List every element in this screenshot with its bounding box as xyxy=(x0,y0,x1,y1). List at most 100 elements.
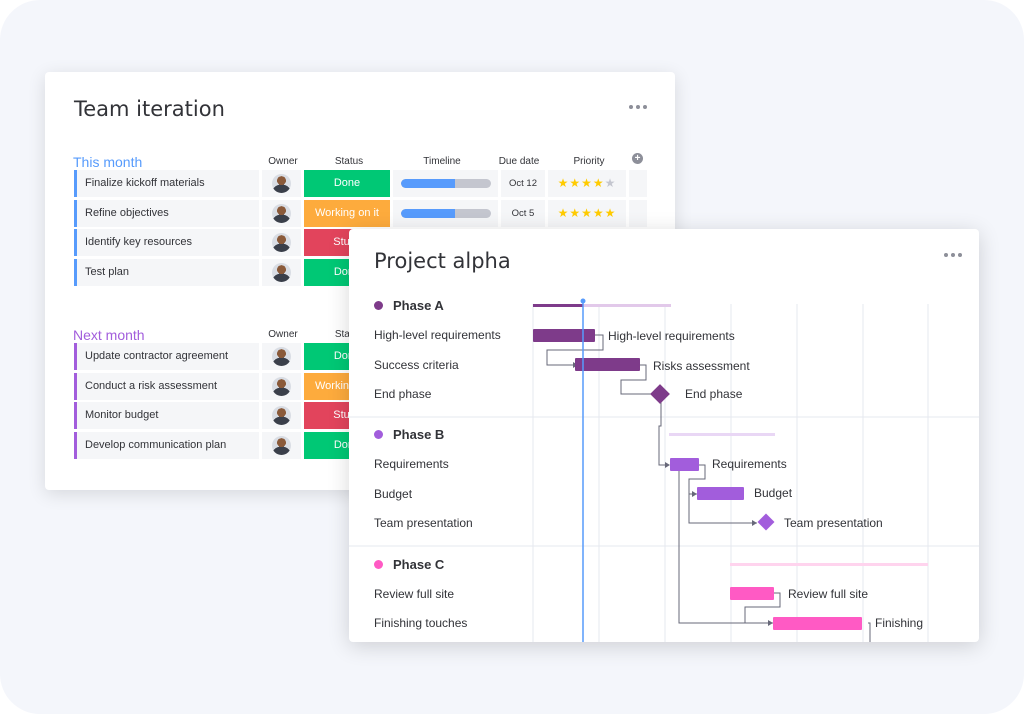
dependency-line xyxy=(658,401,669,466)
timeline-progress xyxy=(401,179,455,188)
owner-cell[interactable] xyxy=(262,258,301,286)
avatar xyxy=(272,262,291,282)
gantt-bar[interactable] xyxy=(575,358,640,371)
gantt-task-name[interactable]: Review full site xyxy=(374,587,455,601)
gantt-task-name[interactable]: High-level requirements xyxy=(374,328,501,342)
gantt-task-name[interactable]: Finishing touches xyxy=(374,616,468,630)
phase-dot xyxy=(374,560,383,569)
avatar xyxy=(272,347,291,366)
star-icon[interactable]: ★ xyxy=(592,205,605,220)
star-icon[interactable]: ★ xyxy=(569,176,582,190)
task-name[interactable]: Test plan xyxy=(74,258,259,286)
column-header-owner: Owner xyxy=(268,329,298,340)
star-icon[interactable]: ★ xyxy=(592,176,605,190)
dependency-line xyxy=(744,592,781,624)
phase-a-header[interactable]: Phase A xyxy=(374,298,444,313)
phase-a-range xyxy=(533,304,671,307)
owner-cell[interactable] xyxy=(262,372,301,400)
owner-cell[interactable] xyxy=(262,170,301,197)
phase-dot xyxy=(374,301,383,310)
timeline-progress xyxy=(401,208,455,218)
column-header-timeline: Timeline xyxy=(423,156,461,167)
gantt-bar[interactable] xyxy=(697,487,744,500)
task-name[interactable]: Identify key resources xyxy=(74,229,259,256)
gantt-task-name[interactable]: Team presentation xyxy=(374,516,473,530)
priority-rating[interactable]: ★★★★★ xyxy=(548,199,626,227)
milestone-diamond[interactable] xyxy=(650,384,670,404)
gantt-title: Project alpha xyxy=(374,249,511,273)
dependency-line xyxy=(868,622,871,642)
add-column-icon[interactable]: + xyxy=(632,153,643,164)
task-name[interactable]: Finalize kickoff materials xyxy=(74,170,259,197)
task-name[interactable]: Update contractor agreement xyxy=(74,343,259,370)
dependency-line xyxy=(688,464,706,495)
group-title[interactable]: Next month xyxy=(73,327,145,343)
status-badge[interactable]: Done xyxy=(304,170,390,197)
due-date[interactable]: Oct 5 xyxy=(501,199,545,227)
group-title[interactable]: This month xyxy=(73,154,143,170)
task-name[interactable]: Refine objectives xyxy=(74,199,259,227)
gantt-bar-label: Requirements xyxy=(712,457,787,471)
avatar xyxy=(272,203,291,223)
gantt-bar-label: Review full site xyxy=(788,587,869,601)
column-header-status: Status xyxy=(325,329,373,340)
gantt-bar-label: End phase xyxy=(685,387,743,401)
gantt-task-name[interactable]: Success criteria xyxy=(374,358,459,372)
gantt-bar[interactable] xyxy=(730,587,774,600)
phase-b-header[interactable]: Phase B xyxy=(374,427,444,442)
gantt-bar-label: Budget xyxy=(754,486,793,500)
avatar xyxy=(272,406,291,425)
empty-cell xyxy=(629,170,647,197)
phase-a-progress xyxy=(533,304,583,307)
phase-c-header[interactable]: Phase C xyxy=(374,557,444,572)
star-icon[interactable]: ★ xyxy=(569,205,582,220)
column-header-status: Status xyxy=(334,156,364,167)
more-dots-icon[interactable] xyxy=(944,253,962,257)
star-icon[interactable]: ★ xyxy=(604,176,617,190)
task-name[interactable]: Conduct a risk assessment xyxy=(74,372,259,400)
timeline-cell[interactable] xyxy=(393,170,498,197)
priority-rating[interactable]: ★★★★★ xyxy=(548,170,626,197)
status-badge[interactable]: Working on it xyxy=(304,199,390,227)
gantt-task-name[interactable]: Requirements xyxy=(374,457,449,471)
gantt-bar-label: Risks assessment xyxy=(653,359,750,373)
gantt-task-name[interactable]: Budget xyxy=(374,487,413,501)
timeline-bar xyxy=(401,179,491,188)
star-icon[interactable]: ★ xyxy=(581,205,593,220)
empty-cell xyxy=(629,199,647,227)
owner-cell[interactable] xyxy=(262,402,301,429)
owner-cell[interactable] xyxy=(262,199,301,227)
gantt-gridlines xyxy=(349,304,979,642)
arrow-head xyxy=(665,462,670,468)
gantt-bar-label: Team presentation xyxy=(784,516,883,530)
owner-cell[interactable] xyxy=(262,343,301,370)
timeline-cell[interactable] xyxy=(393,199,498,227)
dependency-line xyxy=(546,334,604,366)
column-header-priority: Priority xyxy=(573,156,605,167)
more-dots-icon[interactable] xyxy=(629,105,647,109)
phase-dot xyxy=(374,430,383,439)
arrow-head xyxy=(752,520,757,526)
gantt-task-name[interactable]: End phase xyxy=(374,387,432,401)
star-icon[interactable]: ★ xyxy=(557,205,570,220)
arrow-head xyxy=(692,491,697,497)
owner-cell[interactable] xyxy=(262,431,301,459)
dependency-line xyxy=(688,494,757,524)
milestone-diamond[interactable] xyxy=(757,513,775,531)
board-title: Team iteration xyxy=(74,97,225,121)
star-icon[interactable]: ★ xyxy=(581,176,593,190)
gantt-bar[interactable] xyxy=(533,329,595,342)
today-marker-dot xyxy=(580,298,586,304)
owner-cell[interactable] xyxy=(262,229,301,256)
star-icon[interactable]: ★ xyxy=(557,176,570,190)
column-header-owner: Owner xyxy=(268,156,298,167)
task-name[interactable]: Monitor budget xyxy=(74,402,259,429)
gantt-bar[interactable] xyxy=(773,617,862,630)
task-name[interactable]: Develop communication plan xyxy=(74,431,259,459)
gantt-bar-label: High-level requirements xyxy=(608,329,735,343)
dependency-line xyxy=(620,364,653,395)
avatar xyxy=(272,435,291,455)
due-date[interactable]: Oct 12 xyxy=(501,170,545,197)
star-icon[interactable]: ★ xyxy=(604,205,617,220)
gantt-bar[interactable] xyxy=(670,458,699,471)
